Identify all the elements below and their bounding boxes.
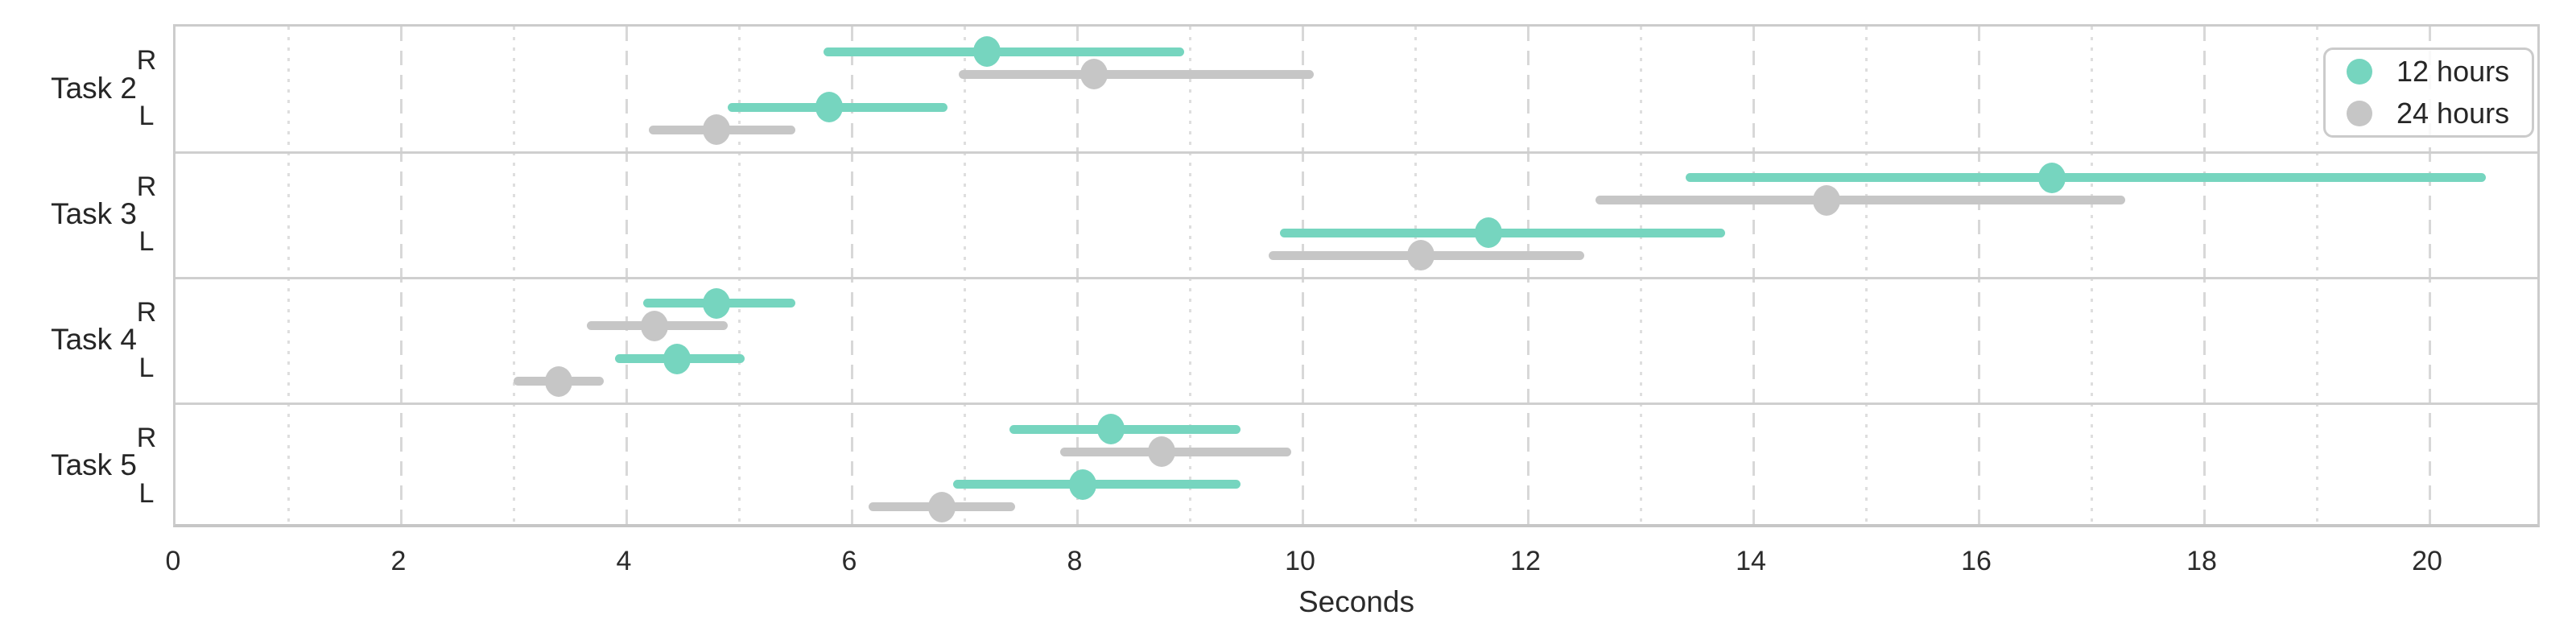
gridline-9s (1188, 27, 1191, 524)
band-separator (175, 277, 2537, 279)
point-task-3-r-12-hours (2038, 162, 2066, 193)
gridline-6s (850, 27, 853, 524)
legend-item-12-hours: 12 hours (2347, 55, 2532, 88)
y-label-task-5-l: L (138, 477, 155, 509)
y-label-task-3: Task 3 (51, 196, 137, 230)
legend-marker-24-hours-icon (2347, 101, 2372, 126)
y-label-task-3-r: R (136, 171, 157, 202)
legend-item-24-hours: 24 hours (2347, 97, 2532, 130)
x-tick-16: 16 (1961, 546, 1992, 576)
x-tick-12: 12 (1510, 546, 1541, 576)
point-task-5-r-24-hours (1148, 436, 1175, 468)
gridline-12s (1526, 27, 1530, 524)
x-tick-4: 4 (616, 546, 632, 576)
x-tick-2: 2 (390, 546, 407, 576)
x-tick-0: 0 (165, 546, 181, 576)
y-label-task-3-l: L (138, 226, 155, 258)
point-task-5-l-12-hours (1069, 469, 1096, 500)
x-tick-10: 10 (1285, 546, 1315, 576)
band-separator (175, 402, 2537, 406)
gridline-14s (1752, 27, 1755, 524)
point-task-2-l-12-hours (815, 92, 843, 122)
errorbar-task-5-l-12-hours (953, 480, 1241, 489)
x-tick-14: 14 (1736, 546, 1766, 576)
point-task-2-r-12-hours (973, 36, 1001, 68)
gridline-5s (737, 27, 741, 524)
legend-marker-12-hours-icon (2347, 59, 2372, 85)
y-label-task-4-r: R (136, 296, 157, 328)
y-label-task-2: Task 2 (51, 71, 137, 105)
y-label-task-4-l: L (138, 352, 155, 383)
errorbar-task-5-r-24-hours (1060, 447, 1291, 456)
x-axis-title: Seconds (1298, 585, 1414, 618)
gridline-1s (287, 27, 290, 524)
gridline-15s (1864, 27, 1868, 524)
gridline-2s (399, 27, 402, 524)
point-task-4-l-12-hours (663, 343, 691, 374)
x-tick-18: 18 (2186, 546, 2217, 576)
errorbar-task-2-r-24-hours (959, 69, 1314, 79)
point-task-3-r-24-hours (1813, 184, 1840, 216)
errorbar-task-2-r-12-hours (824, 47, 1184, 56)
gridline-10s (1301, 27, 1304, 524)
gridline-16s (1977, 27, 1980, 524)
x-tick-6: 6 (841, 546, 857, 576)
gridline-3s (512, 27, 515, 524)
y-label-task-5: Task 5 (51, 448, 137, 482)
legend: 12 hours 24 hours (2323, 47, 2534, 138)
point-task-4-r-12-hours (703, 287, 730, 319)
gridline-18s (2202, 27, 2206, 524)
x-tick-8: 8 (1067, 546, 1083, 576)
point-task-5-l-24-hours (928, 491, 956, 522)
y-label-task-2-l: L (138, 101, 155, 132)
errorbar-task-3-l-12-hours (1280, 228, 1725, 237)
gridline-17s (2090, 27, 2093, 524)
gridline-8s (1075, 27, 1079, 524)
y-label-task-2-r: R (136, 45, 157, 76)
gridline-7s (963, 27, 966, 524)
gridline-4s (625, 27, 628, 524)
point-task-3-l-12-hours (1475, 217, 1502, 249)
point-task-2-r-24-hours (1080, 59, 1108, 90)
point-task-4-r-24-hours (641, 310, 668, 341)
gridline-13s (1639, 27, 1642, 524)
errorbar-task-3-r-24-hours (1596, 196, 2125, 205)
point-task-5-r-12-hours (1097, 414, 1125, 444)
point-task-4-l-24-hours (545, 365, 572, 397)
legend-label-12-hours: 12 hours (2396, 55, 2510, 88)
point-task-3-l-24-hours (1407, 240, 1435, 271)
x-tick-20: 20 (2412, 546, 2442, 576)
plot-area: 12 hours 24 hours (173, 24, 2540, 527)
band-separator (175, 151, 2537, 154)
errorbar-task-5-r-12-hours (1009, 424, 1241, 434)
gridline-20s (2428, 27, 2431, 524)
gridline-19s (2315, 27, 2318, 524)
errorbar-task-3-r-12-hours (1686, 173, 2486, 182)
legend-label-24-hours: 24 hours (2396, 97, 2510, 130)
y-label-task-4: Task 4 (51, 323, 137, 357)
y-label-task-5-r: R (136, 423, 157, 454)
point-task-2-l-24-hours (703, 114, 730, 146)
gridline-11s (1414, 27, 1417, 524)
